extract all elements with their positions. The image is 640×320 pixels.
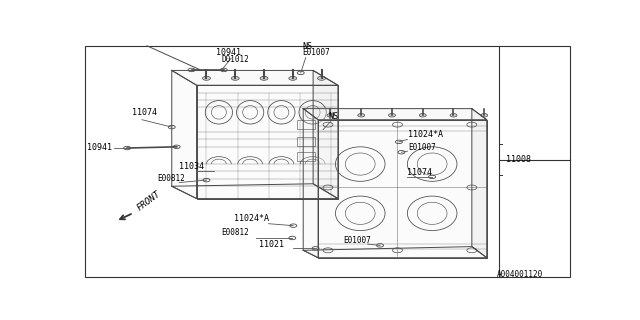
Polygon shape [172, 70, 338, 85]
Text: 10941: 10941 [87, 143, 112, 152]
Text: 11024*A: 11024*A [408, 131, 444, 140]
Circle shape [388, 114, 396, 117]
Text: D01012: D01012 [221, 55, 249, 64]
Circle shape [481, 114, 488, 117]
Circle shape [260, 76, 268, 80]
Circle shape [419, 114, 426, 117]
Text: 11021: 11021 [259, 240, 284, 249]
Text: 11024*A: 11024*A [234, 214, 269, 223]
Circle shape [289, 76, 297, 80]
Polygon shape [172, 70, 196, 198]
Polygon shape [196, 85, 338, 198]
Circle shape [317, 76, 326, 80]
Bar [297, 152, 315, 161]
Circle shape [327, 114, 334, 117]
Bar [297, 120, 315, 129]
Text: FRONT: FRONT [136, 189, 163, 212]
Text: 11008: 11008 [506, 155, 531, 164]
Text: NS: NS [302, 42, 312, 51]
Circle shape [358, 114, 365, 117]
Polygon shape [472, 108, 486, 258]
Polygon shape [313, 70, 338, 198]
Text: A004001120: A004001120 [497, 270, 543, 279]
Text: E01007: E01007 [343, 236, 371, 244]
Circle shape [202, 76, 211, 80]
Text: NS: NS [328, 112, 338, 121]
Text: 10941: 10941 [216, 48, 241, 57]
Text: E01007: E01007 [302, 48, 330, 57]
Circle shape [450, 114, 457, 117]
Text: E00812: E00812 [157, 174, 184, 183]
Text: 11074: 11074 [132, 108, 157, 117]
Text: 11074: 11074 [408, 168, 433, 177]
Bar [297, 138, 315, 146]
Polygon shape [303, 108, 486, 120]
Text: E01007: E01007 [408, 143, 436, 152]
Text: E00812: E00812 [221, 228, 249, 237]
Circle shape [231, 76, 239, 80]
Polygon shape [318, 120, 486, 258]
Polygon shape [303, 108, 318, 258]
Text: 11034: 11034 [179, 162, 204, 171]
